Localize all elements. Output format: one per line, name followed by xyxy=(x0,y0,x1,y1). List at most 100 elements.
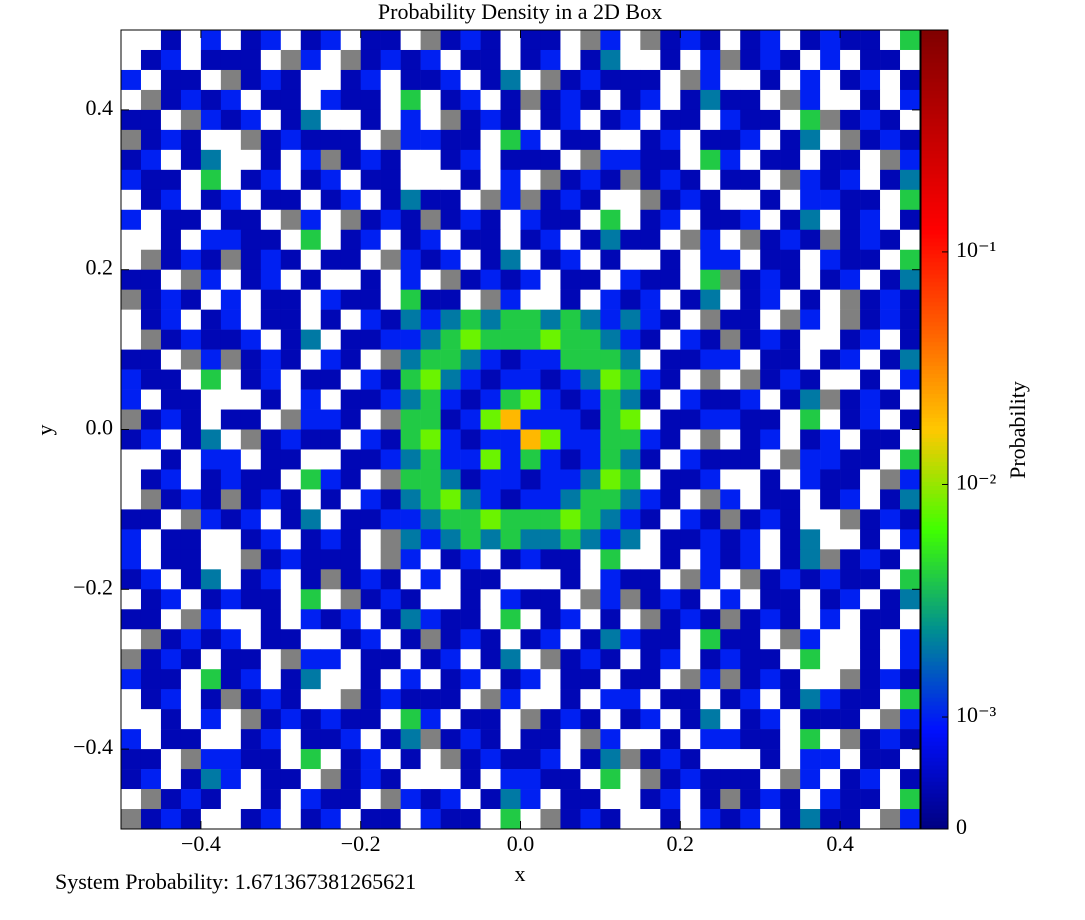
heatmap-cell xyxy=(400,489,421,510)
heatmap-cell xyxy=(280,30,302,51)
heatmap-cell xyxy=(360,289,381,310)
heatmap-cell xyxy=(700,649,721,670)
heatmap-cell xyxy=(240,769,262,790)
heatmap-cell xyxy=(560,389,581,410)
heatmap-cell xyxy=(140,509,162,530)
heatmap-cell xyxy=(180,469,202,490)
heatmap-cell xyxy=(300,429,322,450)
heatmap-cell xyxy=(200,429,222,450)
heatmap-cell xyxy=(260,309,282,330)
heatmap-cell xyxy=(540,169,561,191)
heatmap-cell xyxy=(220,209,242,231)
heatmap-cell xyxy=(340,589,361,610)
colorbar-strip xyxy=(921,221,948,227)
heatmap-cell xyxy=(700,189,721,211)
heatmap-cell xyxy=(440,709,461,730)
heatmap-cell xyxy=(900,529,921,550)
heatmap-cell xyxy=(800,669,821,690)
heatmap-cell xyxy=(780,509,801,530)
heatmap-cell xyxy=(720,589,741,610)
heatmap-cell xyxy=(320,249,342,270)
heatmap-cell xyxy=(620,309,641,330)
heatmap-cell xyxy=(500,409,521,430)
heatmap-cell xyxy=(700,89,721,111)
heatmap-cell xyxy=(720,169,741,191)
heatmap-cell xyxy=(580,549,601,570)
heatmap-cell xyxy=(860,289,881,310)
heatmap-cell xyxy=(540,709,561,730)
colorbar-strip xyxy=(921,405,948,411)
heatmap-cell xyxy=(220,269,242,290)
heatmap-cell xyxy=(220,549,242,570)
heatmap-cell xyxy=(760,269,781,290)
heatmap-cell xyxy=(240,69,262,91)
heatmap-cell xyxy=(660,89,681,111)
heatmap-cell xyxy=(720,769,741,790)
colorbar-strip xyxy=(921,57,948,63)
heatmap-cell xyxy=(720,229,741,251)
heatmap-cell xyxy=(360,30,381,51)
heatmap-cell xyxy=(400,529,421,550)
heatmap-cell xyxy=(240,169,262,191)
heatmap-cell xyxy=(320,509,342,530)
heatmap-cell xyxy=(300,129,322,151)
heatmap-cell xyxy=(480,209,501,231)
heatmap-cell xyxy=(200,469,222,490)
heatmap-cell xyxy=(820,169,841,191)
colorbar-strip xyxy=(921,129,948,135)
heatmap-cell xyxy=(160,129,182,151)
heatmap-cell xyxy=(280,589,302,610)
heatmap-cell xyxy=(640,169,661,191)
heatmap-cell xyxy=(160,549,182,570)
heatmap-cell xyxy=(520,389,541,410)
heatmap-cell xyxy=(440,389,461,410)
heatmap-cell xyxy=(320,49,342,71)
heatmap-cell xyxy=(420,269,441,290)
colorbar-strip xyxy=(921,669,948,674)
heatmap-cell xyxy=(560,309,581,330)
colorbar-strip xyxy=(921,457,948,462)
heatmap-cell xyxy=(600,349,621,370)
heatmap-cell xyxy=(180,729,202,750)
colorbar-strip xyxy=(921,721,948,726)
heatmap-cell xyxy=(500,389,521,410)
heatmap-cell xyxy=(140,569,162,590)
heatmap-cell xyxy=(240,129,262,151)
colorbar-strip xyxy=(921,729,948,734)
heatmap-cell xyxy=(280,409,302,430)
heatmap-cell xyxy=(220,629,242,650)
heatmap-cell xyxy=(900,369,921,390)
heatmap-cell xyxy=(140,49,162,71)
heatmap-cell xyxy=(500,229,521,251)
heatmap-cell xyxy=(400,209,421,231)
heatmap-cell xyxy=(460,89,481,111)
heatmap-cell xyxy=(280,629,302,650)
heatmap-cell xyxy=(540,729,561,750)
heatmap-cell xyxy=(740,309,761,330)
heatmap-cell xyxy=(520,269,541,290)
heatmap-cell xyxy=(660,669,681,690)
heatmap-cell xyxy=(680,449,701,470)
heatmap-cell xyxy=(300,609,322,630)
colorbar-strip xyxy=(921,529,948,534)
heatmap-cell xyxy=(660,469,681,490)
heatmap-cell xyxy=(400,49,421,71)
heatmap-cell xyxy=(200,229,222,251)
heatmap-cell xyxy=(520,409,541,430)
heatmap-cell xyxy=(880,649,901,670)
colorbar-strip xyxy=(921,173,948,179)
heatmap-cell xyxy=(260,629,282,650)
heatmap-cell xyxy=(500,30,521,51)
heatmap-cell xyxy=(700,409,721,430)
heatmap-cell xyxy=(840,229,861,251)
heatmap-cell xyxy=(200,409,222,430)
heatmap-cell xyxy=(500,309,521,330)
heatmap-cell xyxy=(360,269,381,290)
heatmap-cell xyxy=(380,89,401,111)
heatmap-cell xyxy=(520,169,541,191)
heatmap-cell xyxy=(360,589,381,610)
heatmap-cell xyxy=(400,469,421,490)
colorbar-strip xyxy=(921,30,948,35)
heatmap-cell xyxy=(860,389,881,410)
heatmap-cell xyxy=(840,469,861,490)
